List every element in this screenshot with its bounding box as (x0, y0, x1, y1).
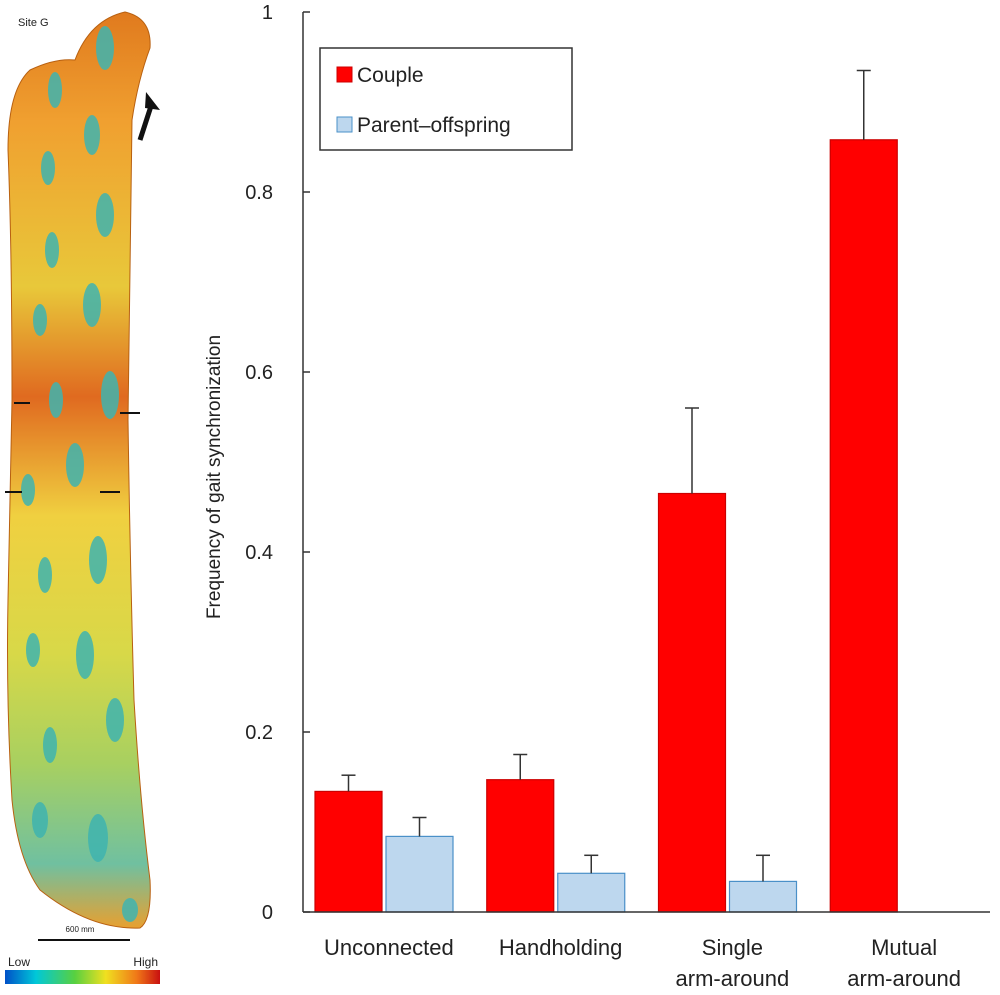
bars (314, 139, 898, 913)
y-axis-title: Frequency of gait synchronization (204, 335, 225, 619)
bar-couple (314, 790, 383, 913)
site-label: Site G (18, 17, 49, 29)
x-category-label: arm-around (676, 966, 790, 990)
x-axis-category-labels: Unconnected Handholding Single arm-around Mu… (324, 935, 961, 991)
terrain-map-panel: Site G (5, 11, 160, 984)
footprint-impressions (21, 26, 138, 922)
x-category-label: Unconnected (324, 935, 454, 960)
bar-chart: Frequency of gait synchronization 0 0.2 0.… (204, 2, 990, 991)
colorbar-low-label: Low (8, 955, 30, 969)
bar-couple (486, 779, 555, 913)
x-category-label: Handholding (499, 935, 623, 960)
y-tick-label: 0.4 (245, 542, 273, 564)
x-category-label: Mutual (871, 935, 937, 960)
y-tick-label: 0.6 (245, 362, 273, 384)
colorbar-gradient (5, 970, 160, 984)
legend: Couple Parent–offspring (319, 47, 573, 151)
x-category-label: Single (702, 935, 763, 960)
bar-parent-offspring (557, 872, 626, 913)
legend-swatch (336, 66, 353, 83)
legend-swatch (336, 116, 353, 133)
bar-couple (657, 492, 727, 913)
bar-parent-offspring (385, 835, 454, 913)
elevation-colorbar: Low High (5, 955, 160, 984)
y-axis-ticks: 0 0.2 0.4 0.6 0.8 1 (245, 2, 310, 924)
error-bars (341, 69, 871, 882)
scale-label: 600 mm (66, 925, 95, 934)
colorbar-high-label: High (133, 955, 158, 969)
y-tick-label: 0.8 (245, 182, 273, 204)
scale-bar: 600 mm (38, 925, 130, 941)
north-arrow-icon (137, 92, 160, 141)
bar-parent-offspring (728, 880, 798, 913)
y-tick-label: 1 (262, 2, 273, 24)
legend-box (319, 47, 573, 151)
y-tick-label: 0.2 (245, 722, 273, 744)
map-tick-marks (5, 402, 140, 493)
legend-label: Couple (357, 64, 424, 87)
x-category-label: arm-around (847, 966, 961, 990)
legend-label: Parent–offspring (357, 114, 511, 137)
y-tick-label: 0 (262, 902, 273, 924)
bar-couple (829, 139, 898, 913)
